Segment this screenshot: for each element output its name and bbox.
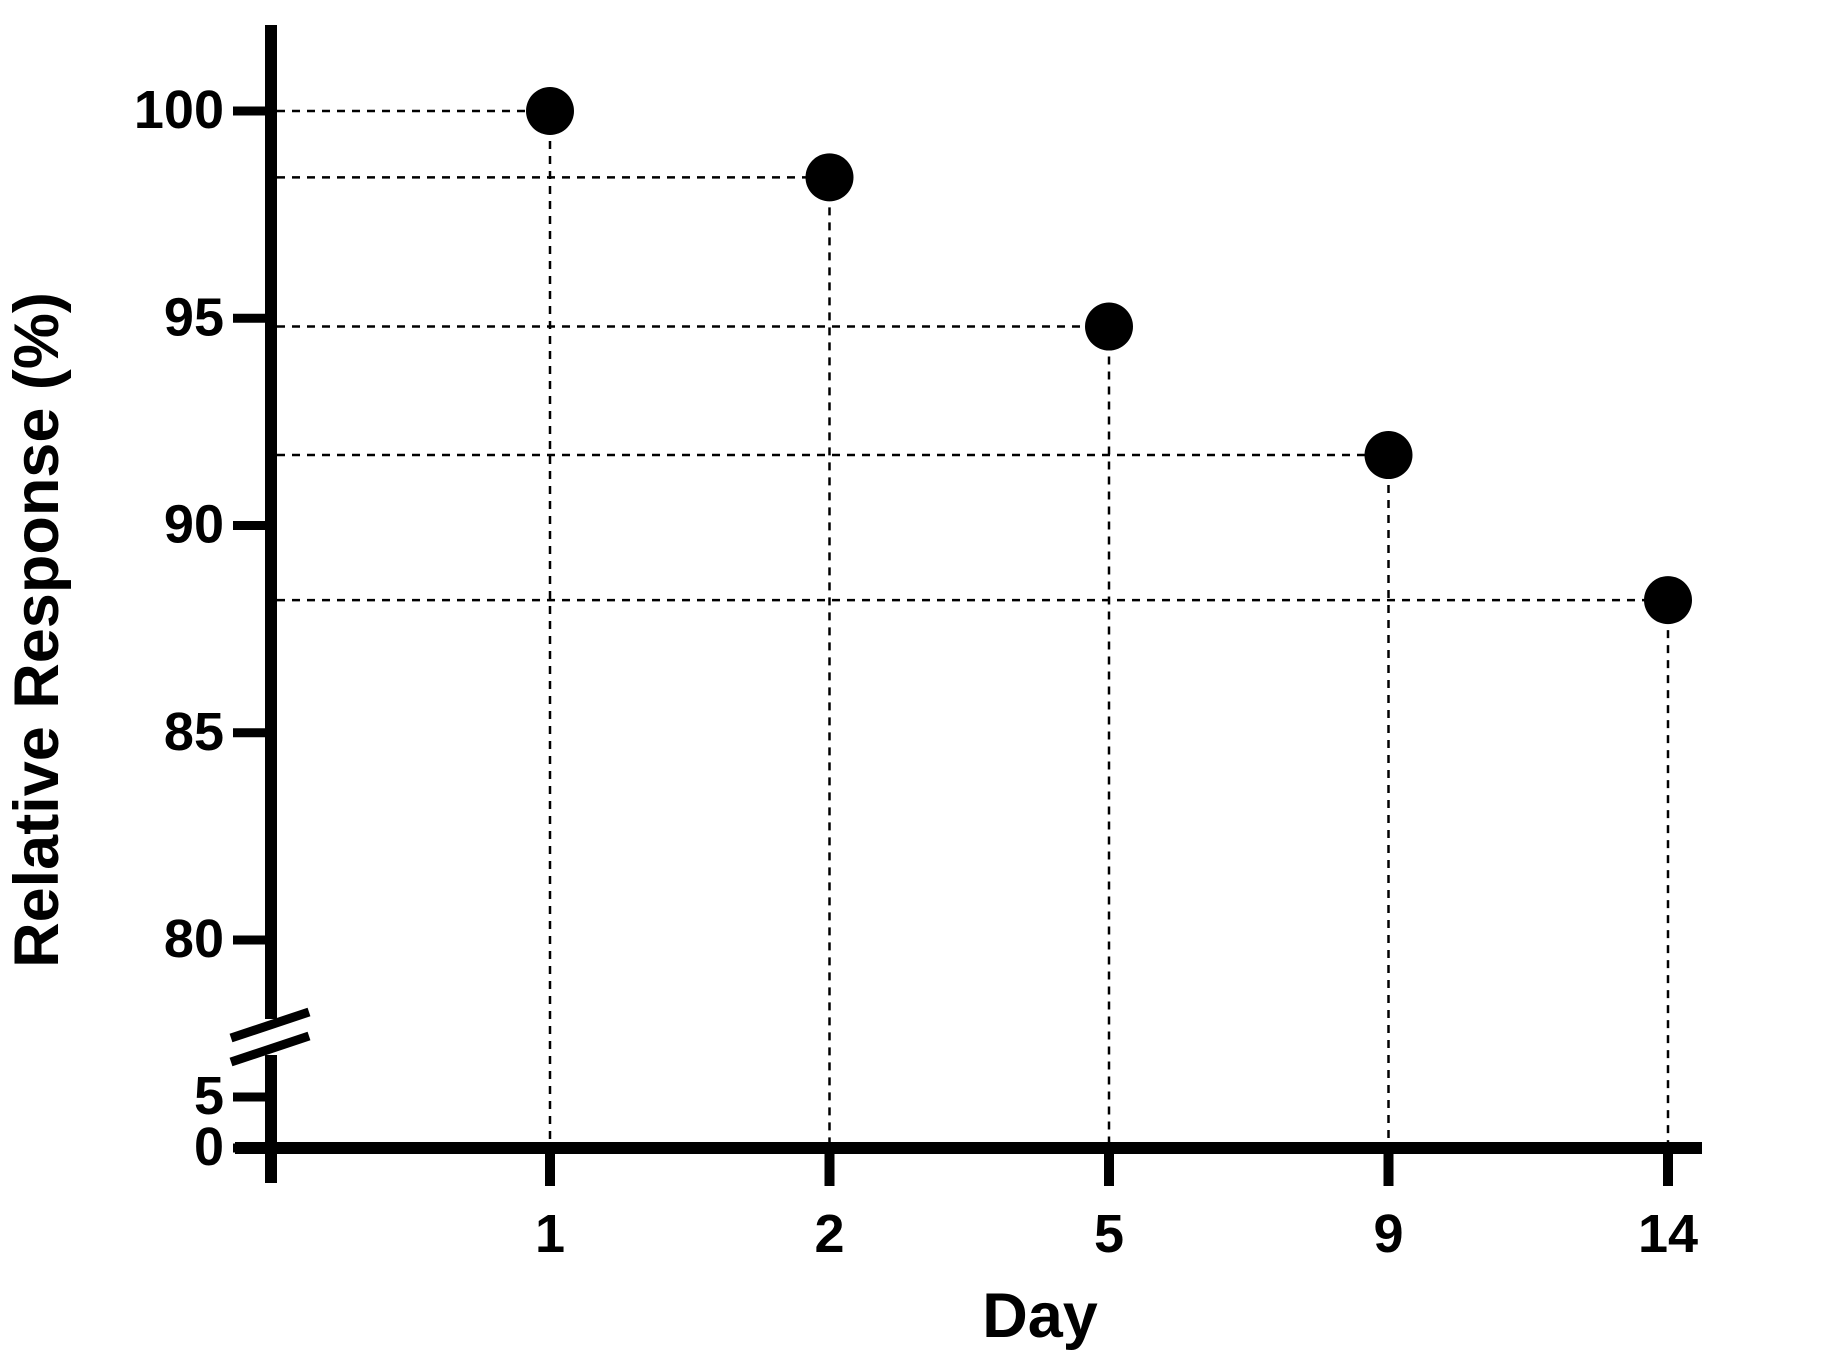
y-tick-label: 80	[164, 909, 224, 969]
y-tick-label: 95	[164, 287, 224, 347]
x-tick-label: 1	[535, 1204, 565, 1264]
x-tick-label: 9	[1373, 1204, 1403, 1264]
x-axis-title: Day	[982, 1281, 1098, 1351]
x-tick-label: 14	[1638, 1204, 1698, 1264]
data-point	[1364, 431, 1413, 480]
data-point	[1644, 576, 1692, 625]
x-tick-label: 5	[1094, 1204, 1124, 1264]
y-tick-label: 85	[164, 702, 224, 762]
data-point	[805, 153, 854, 202]
y-tick-label: 0	[194, 1117, 224, 1177]
y-tick-label: 100	[134, 80, 224, 140]
x-tick-label: 2	[814, 1204, 844, 1264]
axis-break-slash	[229, 1007, 311, 1043]
axis-break-slash	[229, 1031, 311, 1067]
data-point	[526, 87, 574, 135]
y-tick-label: 5	[194, 1066, 224, 1126]
y-tick-label: 90	[164, 495, 224, 555]
y-axis-title: Relative Response (%)	[2, 292, 72, 968]
data-point	[1085, 302, 1133, 351]
